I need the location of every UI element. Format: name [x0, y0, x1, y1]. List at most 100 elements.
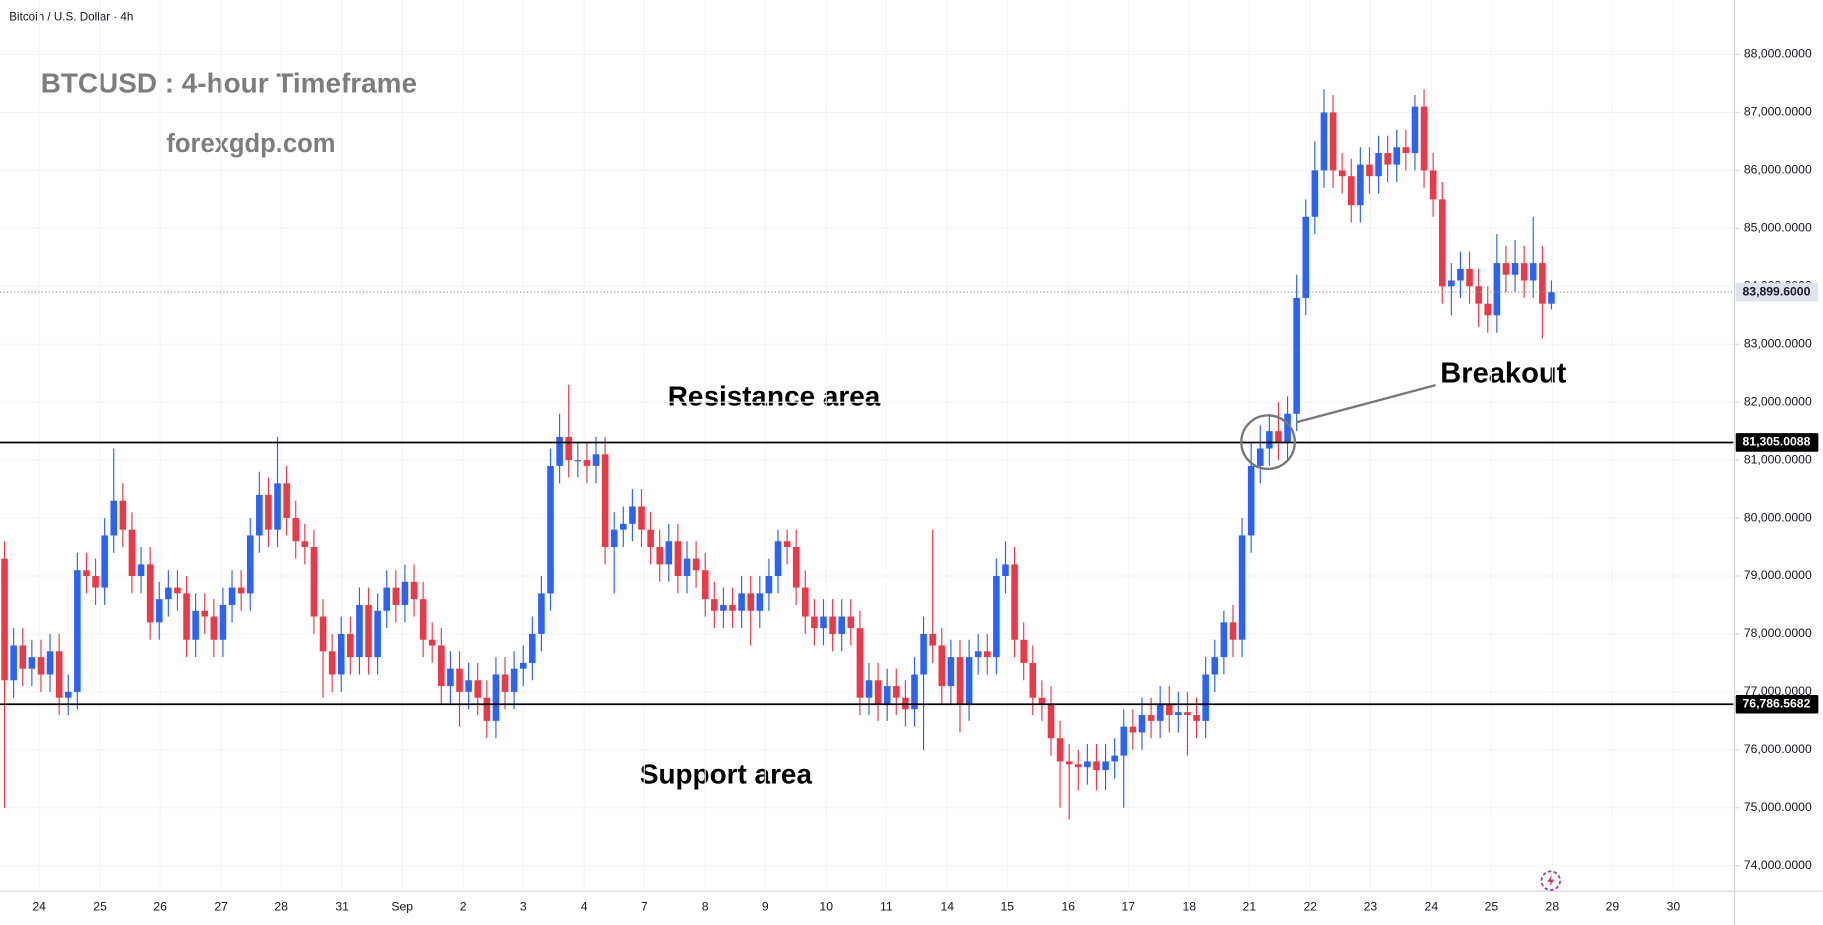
candle-body — [1347, 176, 1355, 206]
x-tick-label: 22 — [1304, 900, 1318, 914]
candle-body — [1047, 703, 1055, 739]
candle-body — [965, 657, 973, 704]
candle-body — [410, 581, 418, 600]
candle-body — [210, 616, 218, 640]
plot — [0, 0, 1734, 891]
y-tick-label: 79,000.0000 — [1744, 568, 1812, 582]
y-tick-label: 80,000.0000 — [1744, 510, 1812, 524]
candle-body — [883, 686, 891, 704]
candle-body — [747, 593, 754, 611]
candle-body — [28, 657, 36, 669]
candle-body — [1193, 715, 1200, 721]
candle-body — [820, 616, 827, 629]
level-label: 81,305.0088 — [1743, 435, 1811, 449]
level-label-box — [1735, 282, 1819, 302]
x-tick-label: 14 — [940, 900, 954, 914]
candle-body — [1293, 297, 1300, 414]
candle-body — [538, 593, 545, 634]
candle-body — [1384, 153, 1391, 165]
candle-body — [993, 575, 1000, 658]
candle-body — [1429, 170, 1437, 200]
candle-body — [1202, 674, 1209, 721]
candle-body — [1211, 657, 1219, 675]
resistance-label: Resistance area — [668, 380, 881, 411]
candle-body — [1074, 764, 1082, 768]
candle-body — [565, 436, 572, 461]
candle-body — [692, 558, 700, 571]
x-tick-label: Sep — [391, 900, 413, 914]
x-tick-label: 4 — [581, 900, 588, 914]
candle-body — [638, 506, 645, 530]
symbol-title: Bitcoin / U.S. Dollar · 4h — [9, 11, 133, 24]
candle-body — [101, 535, 108, 588]
candle-body — [1548, 292, 1555, 304]
candle-body — [319, 616, 327, 652]
x-tick-label: 23 — [1364, 900, 1378, 914]
candle-body — [974, 651, 982, 658]
candle-body — [474, 680, 481, 698]
candle-body — [865, 680, 873, 698]
candle-body — [1475, 286, 1482, 304]
level-label: 76,786.5682 — [1743, 696, 1811, 710]
candle-body — [1539, 263, 1546, 304]
y-tick-label: 87,000.0000 — [1744, 105, 1812, 119]
candle-body — [256, 494, 263, 536]
candle-body — [547, 465, 554, 594]
x-tick-label: 24 — [32, 900, 46, 914]
candle-body — [1093, 761, 1100, 771]
candle-body — [183, 593, 190, 640]
candle-body — [419, 599, 427, 640]
candle-body — [46, 651, 54, 675]
x-tick-label: 28 — [274, 900, 288, 914]
candle-body — [1375, 153, 1382, 177]
candle-body — [137, 564, 145, 576]
y-tick-label: 76,000.0000 — [1744, 742, 1812, 756]
x-tick-label: 15 — [1001, 900, 1015, 914]
candle-body — [792, 547, 800, 588]
candle-body — [1438, 199, 1446, 287]
candle-body — [1029, 662, 1037, 698]
candle-body — [929, 633, 936, 646]
candle-body — [1320, 112, 1328, 171]
x-tick-label: 3 — [520, 900, 527, 914]
candle-body — [465, 680, 472, 692]
x-tick-label: 9 — [762, 900, 769, 914]
candle-body — [592, 454, 600, 466]
candle-body — [119, 500, 127, 530]
candle-body — [783, 541, 791, 548]
candle-body — [19, 645, 27, 669]
candle-body — [984, 651, 991, 658]
candle-body — [856, 628, 864, 698]
y-tick-label: 82,000.0000 — [1744, 394, 1812, 408]
breakout-label: Breakout — [1440, 357, 1566, 389]
candle-body — [401, 581, 409, 605]
candle-body — [301, 541, 309, 548]
y-tick-label: 86,000.0000 — [1744, 163, 1812, 177]
candle-body — [1156, 703, 1164, 721]
candle-body — [1020, 639, 1027, 663]
candle-body — [1448, 280, 1455, 287]
candle-body — [1011, 564, 1018, 640]
candle-body — [438, 645, 445, 687]
candle-body — [383, 587, 390, 611]
logo — [1540, 870, 1561, 891]
candle-body — [237, 587, 245, 594]
candle-body — [574, 460, 582, 462]
candle-body — [55, 651, 63, 698]
candle-body — [1002, 564, 1009, 576]
support-label: Support area — [640, 758, 813, 789]
candle-body — [1457, 268, 1464, 281]
candle-body — [720, 604, 727, 611]
candle-body — [1138, 715, 1146, 733]
candle-body — [1220, 622, 1228, 658]
candle-body — [938, 645, 946, 687]
candle-body — [228, 587, 236, 605]
candle-body — [629, 506, 636, 524]
candle-body — [356, 604, 363, 658]
candle-body — [1111, 755, 1118, 762]
candle-body — [1, 558, 8, 681]
candle-body — [510, 668, 518, 692]
candle-body — [146, 564, 154, 623]
candle-body — [620, 523, 627, 530]
